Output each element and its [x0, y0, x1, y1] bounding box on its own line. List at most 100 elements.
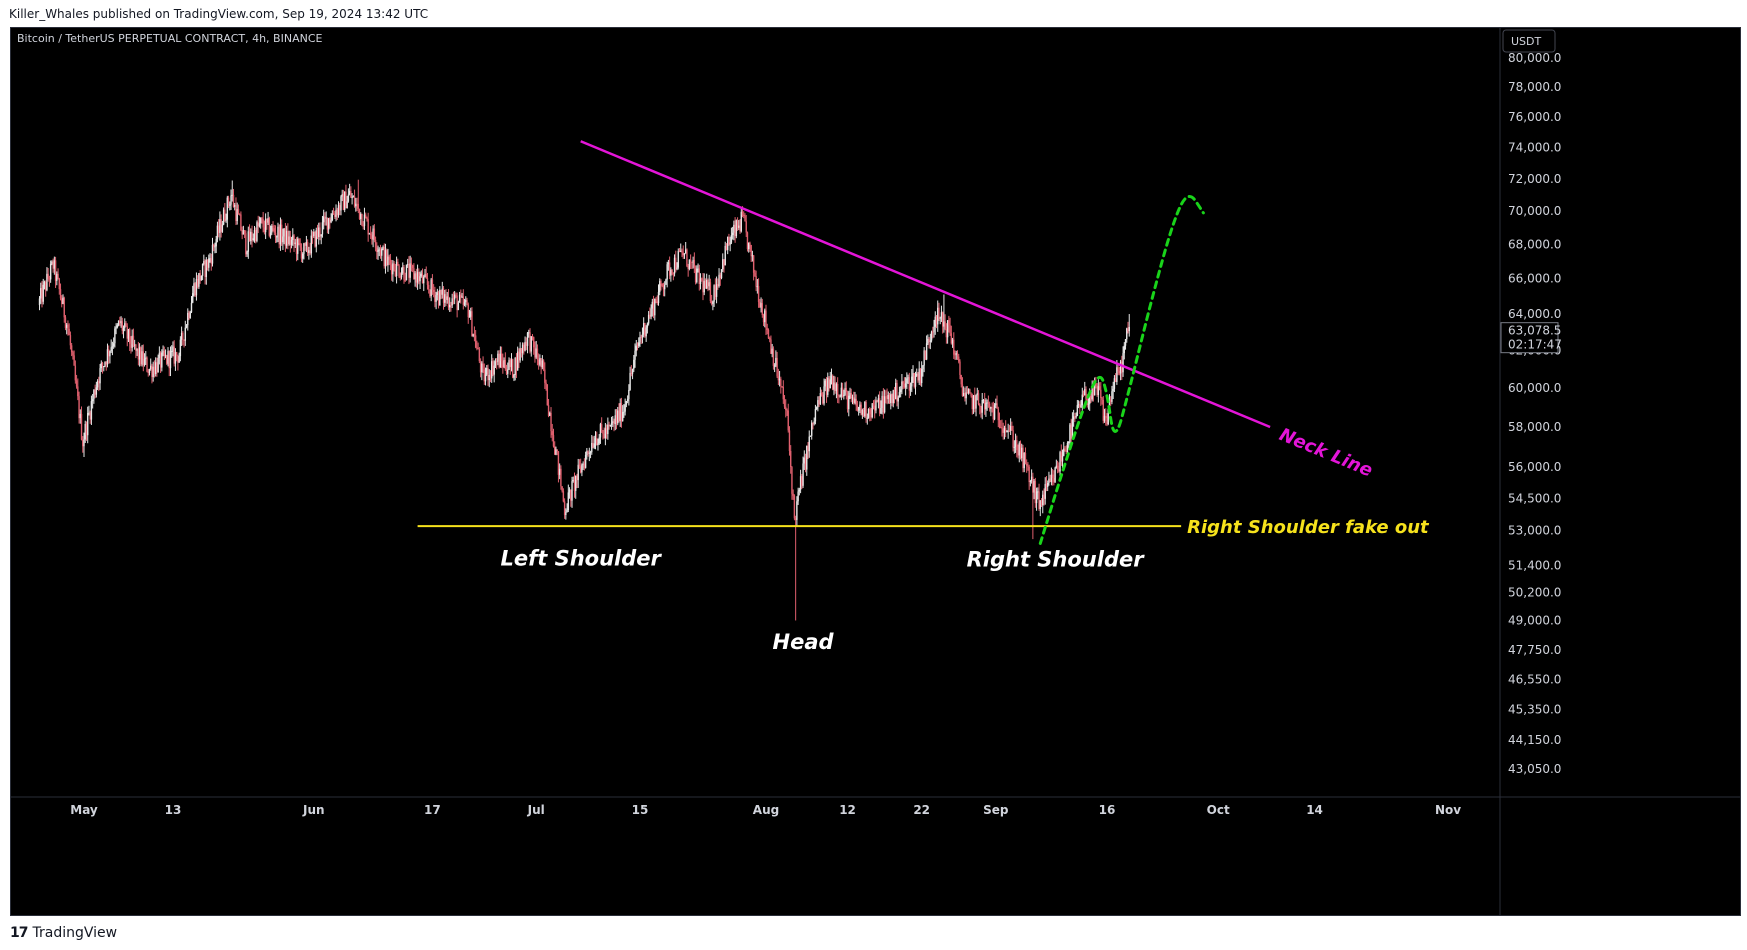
candle-body	[141, 351, 143, 365]
candle-body	[1053, 478, 1055, 483]
candle-body	[416, 272, 419, 283]
candle-body	[321, 222, 324, 235]
candle-body	[625, 401, 628, 405]
candle-body	[1118, 371, 1121, 374]
price-tick-label: 53,000.0	[1508, 523, 1561, 537]
candle-body	[104, 362, 106, 367]
candle-body	[222, 209, 225, 225]
tradingview-logo[interactable]: 17 TradingView	[10, 925, 117, 941]
candle-body	[143, 358, 146, 365]
candle-body	[362, 225, 364, 227]
candle-body	[341, 194, 343, 197]
candle-body	[61, 298, 63, 304]
candle-body	[1079, 404, 1081, 408]
candle-body	[844, 387, 846, 395]
candle-body	[72, 352, 74, 356]
candle-body	[765, 310, 767, 329]
candle-body	[478, 348, 481, 362]
candle-body	[238, 214, 241, 216]
candle-body	[309, 250, 311, 254]
candle-body	[442, 288, 445, 303]
candle-body	[112, 343, 115, 347]
candle-body	[53, 260, 56, 269]
candle-body	[834, 382, 836, 392]
candle-body	[288, 236, 290, 245]
candle-body	[618, 410, 620, 421]
candle-body	[276, 236, 278, 238]
candle-body	[505, 369, 508, 374]
price-tick-label: 70,000.0	[1508, 204, 1561, 218]
candle-body	[817, 400, 819, 408]
candle-body	[67, 324, 69, 329]
candle-body	[105, 362, 107, 365]
candle-body	[798, 489, 801, 492]
candle-body	[154, 362, 157, 374]
support-label: Right Shoulder fake out	[1187, 517, 1430, 538]
candle-body	[909, 386, 912, 391]
candle-body	[972, 395, 975, 410]
time-tick-label: May	[70, 803, 98, 817]
candle-body	[897, 397, 899, 402]
candle-body	[912, 373, 914, 377]
candle-body	[180, 332, 183, 340]
candle-body	[367, 219, 369, 235]
candle-body	[56, 273, 58, 281]
candle-body	[360, 213, 362, 220]
candle-body	[1127, 328, 1129, 332]
candle-body	[949, 325, 951, 334]
chart-frame[interactable]: Right Shoulder fake out Neck Line Left Sho…	[10, 27, 1741, 916]
time-axis[interactable]: May 13 Jun 17 Jul 15 Aug 12 22 Sep 16 Oct 14 Nov	[70, 803, 1461, 817]
time-tick-label: Jul	[527, 803, 545, 817]
candle-body	[1121, 361, 1123, 373]
candle-body	[1082, 394, 1085, 396]
candle-body	[688, 259, 691, 269]
candle-body	[593, 443, 595, 448]
candle-body	[493, 365, 495, 375]
price-tick-label: 44,150.0	[1508, 733, 1561, 747]
candle-body	[920, 368, 923, 384]
candle-body	[988, 403, 991, 409]
candle-body	[64, 317, 67, 328]
candle-body	[1065, 450, 1067, 453]
candle-body	[557, 451, 560, 475]
candle-body	[437, 292, 440, 306]
candle-body	[941, 312, 944, 327]
candle-body	[608, 424, 610, 426]
candle-body	[935, 316, 938, 325]
candle-body	[262, 219, 264, 228]
candle-body	[827, 377, 829, 395]
candle-body	[824, 380, 827, 387]
candle-body	[933, 326, 935, 332]
candle-body	[394, 270, 397, 277]
candle-body	[991, 407, 993, 409]
candle-body	[582, 463, 584, 465]
candle-body	[44, 282, 47, 291]
candle-body	[1119, 361, 1122, 374]
candle-body	[350, 190, 352, 198]
price-axis[interactable]: 80,000.0 78,000.0 76,000.0 74,000.0 72,000.0…	[1508, 51, 1561, 776]
candle-body	[1035, 491, 1038, 504]
candle-body	[230, 195, 232, 205]
candle-body	[676, 267, 678, 270]
currency-button[interactable]: USDT	[1502, 29, 1556, 53]
candle-body	[439, 289, 441, 306]
candle-body	[571, 481, 573, 501]
candle-body	[531, 336, 534, 338]
candle-body	[1034, 481, 1037, 504]
candle-body	[749, 242, 751, 245]
candle-body	[724, 245, 726, 266]
last-price-countdown: 02:17:47	[1508, 338, 1562, 352]
candle-body	[80, 413, 83, 440]
candle-body	[403, 267, 405, 280]
candle-body	[1092, 384, 1095, 396]
candle-body	[950, 333, 953, 344]
candle-body	[864, 402, 866, 417]
candle-body	[609, 424, 612, 426]
candle-body	[602, 429, 604, 434]
candle-body	[1101, 398, 1103, 400]
candle-body	[477, 348, 479, 350]
candle-body	[649, 314, 651, 317]
candle-body	[836, 384, 839, 396]
candle-body	[1114, 378, 1117, 382]
